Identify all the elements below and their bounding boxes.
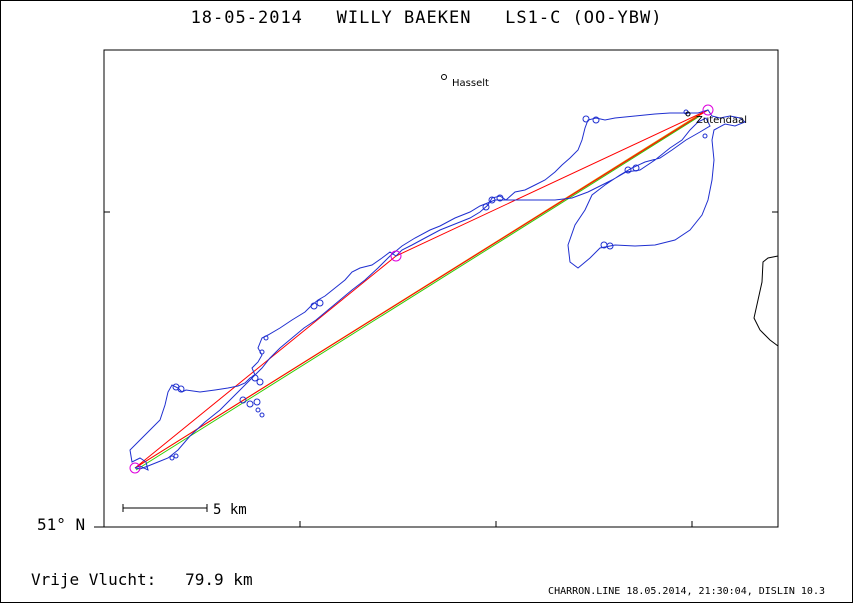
place-label-zutendaal: Zutendaal <box>696 115 747 126</box>
hasselt-marker <box>441 74 447 80</box>
place-label-hasselt: Hasselt <box>452 78 489 89</box>
map-frame <box>103 49 779 528</box>
flight-title: 18-05-2014 WILLY BAEKEN LS1-C (OO-YBW) <box>190 8 663 28</box>
turnpoint-marker <box>390 250 402 262</box>
axis-ticks <box>94 211 778 528</box>
scale-bar <box>122 504 208 512</box>
flight-track <box>129 109 746 471</box>
latitude-label: 51° N <box>37 515 86 534</box>
turnpoint-marker <box>702 104 714 116</box>
free-flight-label: Vrije Vlucht: <box>31 570 157 589</box>
border-line <box>753 255 779 347</box>
task-line-green <box>135 115 701 471</box>
zutendaal-marker <box>685 111 691 117</box>
footer-info: CHARRON.LINE 18.05.2014, 21:30:04, DISLI… <box>548 586 825 597</box>
scale-bar-label: 5 km <box>213 502 247 518</box>
task-line-red <box>134 109 709 469</box>
free-flight-value: 79.9 km <box>185 570 253 589</box>
start-point-marker <box>129 462 141 474</box>
free-flight-distance: Vrije Vlucht: 79.9 km <box>31 570 253 589</box>
